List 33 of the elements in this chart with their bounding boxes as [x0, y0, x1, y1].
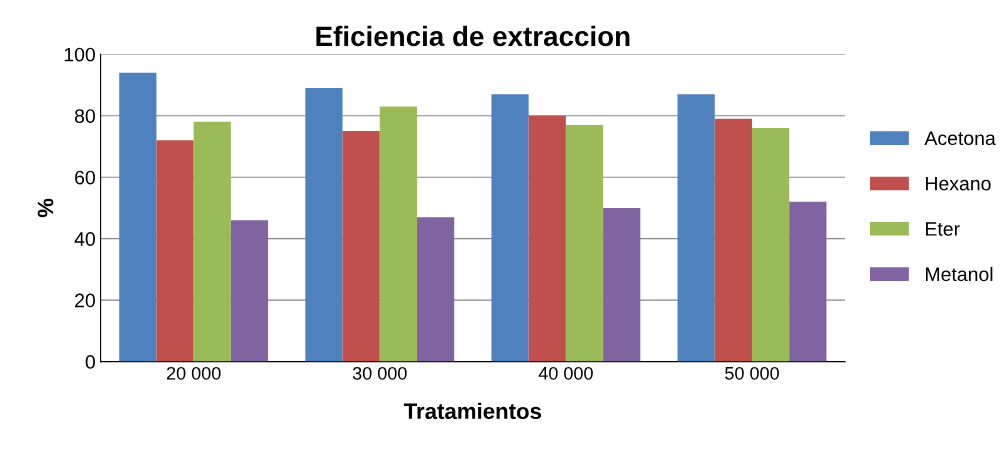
legend-label: Eter: [926, 222, 960, 236]
bar: [379, 106, 417, 362]
y-tick-label: 80: [74, 109, 95, 123]
bar: [714, 118, 752, 362]
bar: [230, 220, 269, 362]
x-tick-label: 30 000: [352, 366, 407, 380]
bar: [342, 131, 380, 362]
x-tick-label: 50 000: [725, 366, 779, 380]
bar: [565, 124, 604, 362]
y-axis-title: %: [37, 198, 54, 218]
y-tick-label: 60: [75, 170, 95, 185]
bar: [305, 88, 343, 362]
bar: [677, 94, 715, 362]
y-tick-label: 40: [74, 232, 95, 246]
legend-label: Metanol: [926, 266, 993, 282]
bar: [528, 115, 566, 362]
bar: [416, 217, 455, 362]
y-tick-label: 20: [75, 293, 95, 308]
legend-label: Hexano: [926, 176, 991, 191]
bar: [119, 72, 157, 362]
x-tick-label: 40 000: [538, 366, 593, 380]
chart-title: Eficiencia de extraccion: [316, 25, 630, 47]
legend-label: Acetona: [924, 131, 996, 146]
x-axis-title: Tratamientos: [403, 402, 542, 420]
bar: [603, 207, 641, 362]
y-tick-label: 100: [64, 47, 95, 62]
bar: [789, 201, 827, 362]
x-tick-label: 20 000: [166, 366, 221, 380]
bar: [193, 121, 231, 362]
bar: [156, 140, 194, 362]
bar: [491, 94, 529, 362]
bar: [751, 128, 790, 362]
y-tick-label: 0: [85, 355, 95, 369]
